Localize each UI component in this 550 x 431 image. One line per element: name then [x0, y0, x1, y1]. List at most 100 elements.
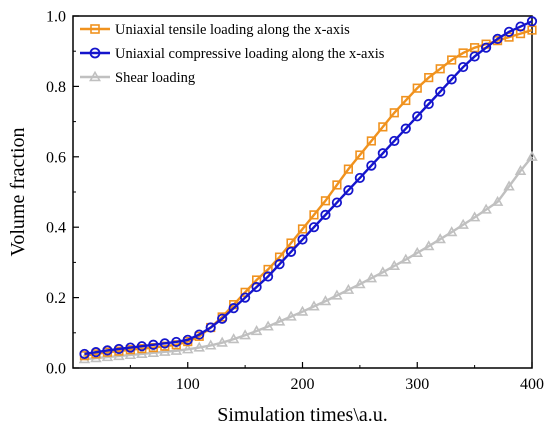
y-tick-label: 0.6	[46, 149, 66, 166]
data-point	[412, 111, 423, 122]
data-point	[388, 259, 401, 270]
data-point	[228, 303, 239, 314]
data-point	[320, 196, 331, 206]
data-point	[377, 266, 389, 277]
data-point	[182, 334, 193, 345]
legend-item-tensile: Uniaxial tensile loading along the x-axi…	[80, 22, 350, 38]
data-point	[250, 325, 263, 336]
data-point	[159, 338, 170, 349]
data-point	[227, 333, 240, 344]
data-point	[514, 164, 527, 175]
data-point	[159, 345, 171, 356]
data-point	[308, 222, 320, 233]
legend: Uniaxial tensile loading along the x-axi…	[80, 22, 385, 86]
data-point	[458, 61, 469, 73]
data-point	[389, 135, 400, 147]
x-tick-label: 100	[176, 376, 200, 393]
x-tick-label: 300	[405, 376, 429, 393]
data-point	[193, 341, 205, 352]
series-shear	[78, 150, 538, 364]
data-point	[504, 32, 514, 42]
data-point	[422, 240, 435, 251]
data-point	[492, 33, 503, 44]
data-point	[526, 16, 538, 27]
x-axis: 100 200 300 400	[129, 362, 544, 393]
data-point	[378, 122, 388, 132]
data-point	[401, 95, 411, 106]
data-point	[273, 315, 286, 326]
x-tick-label: 200	[291, 376, 315, 393]
legend-marker	[90, 24, 100, 34]
data-point	[469, 51, 480, 62]
series-line	[84, 156, 533, 361]
data-point	[342, 283, 355, 294]
data-point	[354, 278, 366, 289]
data-point	[445, 226, 458, 237]
data-point	[491, 195, 504, 206]
data-point	[217, 313, 228, 324]
legend-item-compressive: Uniaxial compressive loading along the x…	[80, 46, 385, 62]
data-point	[204, 339, 217, 350]
legend-marker	[89, 70, 101, 82]
data-point	[366, 160, 377, 171]
data-point	[262, 320, 274, 331]
x-axis-title: Simulation times\a.u.	[217, 404, 388, 426]
data-point	[365, 272, 378, 283]
legend-item-shear: Shear loading	[80, 70, 195, 86]
data-point	[102, 345, 113, 356]
data-point	[124, 348, 137, 360]
data-point	[182, 343, 194, 354]
legend-label: Uniaxial tensile loading along the x-axi…	[115, 22, 350, 38]
data-point	[136, 347, 148, 358]
series-line	[84, 20, 533, 356]
data-point	[480, 203, 492, 214]
data-point	[113, 343, 125, 355]
data-point	[148, 339, 159, 350]
data-point	[216, 336, 228, 347]
legend-label: Shear loading	[115, 70, 195, 86]
y-tick-label: 1.0	[46, 9, 66, 26]
data-point	[400, 123, 411, 134]
data-point	[90, 347, 102, 358]
data-point	[296, 305, 309, 316]
data-point	[285, 246, 297, 257]
data-point	[194, 329, 205, 340]
data-point	[319, 295, 332, 306]
data-point	[263, 264, 273, 275]
series-layer	[78, 16, 538, 364]
data-point	[435, 86, 446, 97]
data-point	[320, 209, 331, 220]
data-point	[503, 180, 515, 191]
y-axis-title: Volume fraction	[7, 127, 29, 256]
data-point	[458, 48, 468, 58]
data-point	[343, 185, 354, 196]
series-line	[84, 28, 533, 357]
data-point	[377, 148, 388, 159]
data-point	[389, 108, 399, 118]
y-tick-label: 0.2	[46, 290, 66, 307]
data-point	[366, 136, 376, 146]
data-point	[515, 21, 526, 32]
data-point	[457, 218, 469, 229]
data-point	[526, 150, 538, 161]
data-point	[503, 26, 515, 37]
data-point	[239, 329, 251, 340]
legend-marker	[89, 47, 101, 59]
data-point	[125, 342, 136, 353]
data-point	[262, 271, 274, 282]
data-point	[468, 211, 481, 222]
y-axis: 0.0 0.2 0.4 0.6 0.8 1.0	[46, 9, 79, 378]
data-point	[136, 341, 147, 352]
data-point	[274, 252, 285, 262]
data-point	[515, 28, 526, 39]
data-point	[412, 83, 422, 93]
data-point	[297, 224, 308, 234]
data-point	[252, 275, 262, 285]
series-compressive	[79, 16, 538, 360]
legend-label: Uniaxial compressive loading along the x…	[115, 46, 385, 62]
data-point	[434, 233, 446, 244]
data-point	[147, 346, 160, 357]
data-point	[435, 64, 445, 74]
data-point	[171, 336, 182, 348]
